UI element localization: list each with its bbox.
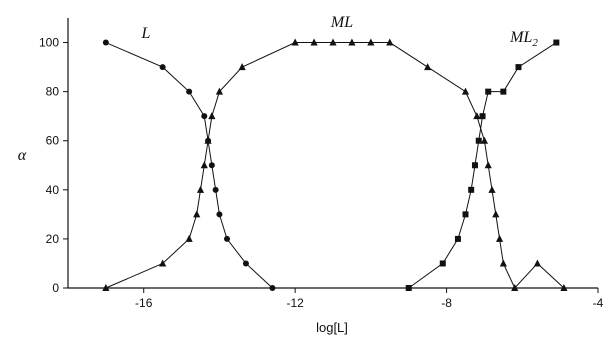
data-point-triangle [348,38,356,46]
data-point-square [515,64,522,71]
y-tick-label: 40 [46,183,60,197]
data-point-square [553,39,560,46]
y-tick-label: 20 [46,232,60,246]
data-point-triangle [424,63,432,71]
series-lines [105,42,565,289]
data-point-triangle [560,284,568,291]
data-point-triangle [473,112,481,120]
data-point-triangle [533,259,542,267]
series-label-ML: ML [330,14,353,31]
y-tick-label: 100 [39,36,59,50]
data-point-square [439,260,446,267]
data-point-triangle [511,284,519,291]
series-label-ML2: ML2 [509,29,538,49]
series-label-L-main: L [141,25,151,42]
series-line-2 [408,42,557,289]
data-point-triangle [200,161,208,169]
data-point-square [500,88,507,95]
data-point-triangle [196,185,205,193]
x-tick-label: -4 [593,296,604,310]
data-point-circle [224,235,230,242]
x-tick-label: -16 [135,296,153,310]
data-point-circle [159,64,166,71]
data-point-circle [208,162,215,169]
data-point-triangle [204,136,212,144]
data-point-square [462,211,469,218]
data-point-triangle [159,259,167,267]
series-label-ML-main: ML [330,14,353,31]
data-point-triangle [185,234,193,242]
data-point-triangle [102,284,110,291]
data-point-triangle [291,38,299,46]
data-point-triangle [215,87,224,95]
data-point-circle [242,260,249,267]
data-point-square [454,235,461,242]
data-point-triangle [499,259,507,267]
series-markers [102,38,568,291]
series-line-1 [105,42,565,289]
data-point-triangle [488,185,496,193]
series-line-0 [105,42,273,289]
data-point-triangle [193,210,201,218]
data-point-triangle [492,210,500,218]
data-point-square [471,162,478,169]
data-point-triangle [386,38,394,46]
data-point-circle [201,113,208,120]
data-point-triangle [238,63,246,71]
data-point-triangle [480,136,489,144]
data-point-circle [102,39,109,46]
data-point-circle [269,285,276,291]
x-tick-label: -12 [286,296,304,310]
data-point-circle [216,211,223,218]
data-point-triangle [495,234,504,242]
data-point-circle [212,186,219,193]
data-point-triangle [310,38,318,46]
data-point-triangle [208,112,216,120]
data-point-square [405,285,412,291]
series-label-ML2-sub: 2 [532,37,538,49]
axis-ticks: -16 -12 -8 -4 0 20 40 60 80 100 [39,36,604,310]
series-label-ML2-main: ML [509,29,532,46]
y-tick-label: 0 [52,281,59,295]
data-point-square [479,113,486,120]
y-axis-label: α [18,147,27,164]
data-point-square [475,137,482,144]
data-point-square [468,186,475,193]
x-axis-label: log[L] [316,320,348,335]
data-point-triangle [461,87,470,95]
y-tick-label: 60 [46,134,60,148]
data-point-circle [186,88,193,95]
data-point-triangle [484,161,492,169]
y-tick-label: 80 [46,85,60,99]
x-tick-label: -8 [441,296,452,310]
data-point-triangle [367,38,375,46]
data-point-triangle [329,38,337,46]
series-label-L: L [141,25,151,42]
data-point-square [485,88,492,95]
